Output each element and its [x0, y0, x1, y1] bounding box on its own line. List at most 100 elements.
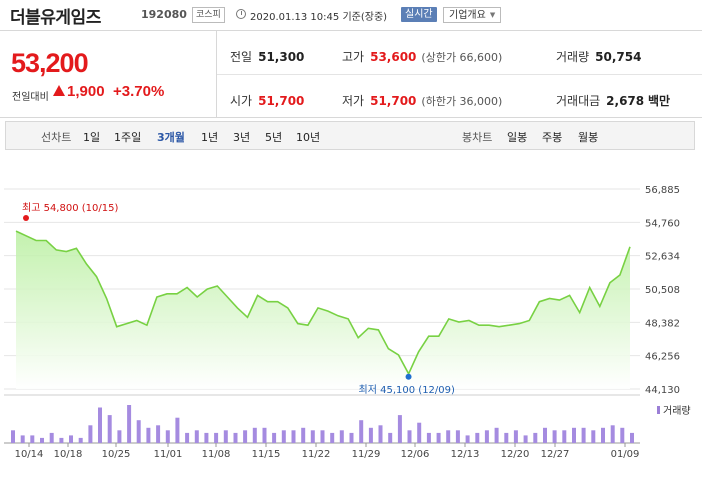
volume-bar: [78, 437, 83, 443]
volume-bar: [407, 430, 412, 443]
x-tick-label: 12/27: [541, 449, 570, 460]
volume-bar: [310, 430, 315, 443]
x-tick-label: 01/09: [611, 449, 640, 460]
volume-bar: [320, 430, 325, 443]
volume-bar: [533, 432, 538, 443]
volume-bar: [88, 425, 93, 443]
chevron-down-icon: ▼: [489, 11, 496, 19]
volume-bar: [504, 432, 509, 443]
price-summary: 53,200 전일대비 1,900 +3.70% 전일 51,300 고가 53,6…: [0, 31, 702, 118]
line-chart-label: 선차트: [41, 131, 72, 144]
volume-bar: [204, 432, 209, 443]
volume-bar: [194, 430, 199, 443]
candle-monthly[interactable]: 월봉: [578, 131, 599, 144]
divider: [216, 31, 217, 117]
volume-bar: [233, 432, 238, 443]
volume-bar: [581, 427, 586, 443]
volume-bar: [339, 430, 344, 443]
x-tick-label: 12/20: [501, 449, 530, 460]
stock-header: 더블유게임즈 192080 코스피 2020.01.13 10:45 기준(장중…: [0, 0, 702, 31]
volume-bar: [262, 427, 267, 443]
volume-bar: [523, 435, 528, 443]
current-price: 53,200: [11, 48, 89, 78]
volume-bar: [484, 430, 489, 443]
volume-bar: [572, 427, 576, 443]
x-tick-label: 12/13: [451, 449, 480, 460]
volume: 거래량 50,754: [556, 50, 642, 64]
min-marker: [405, 373, 412, 380]
volume-bar: [214, 432, 219, 443]
stock-name: 더블유게임즈: [10, 8, 101, 28]
candle-daily[interactable]: 일봉: [507, 131, 528, 144]
volume-bar: [301, 427, 306, 443]
volume-bar: [49, 432, 54, 443]
y-tick-label: 56,885: [645, 185, 680, 196]
volume-bar: [601, 427, 605, 443]
volume-bar: [136, 420, 141, 443]
price-change: 1,900: [53, 83, 105, 100]
period-3y[interactable]: 3년: [233, 131, 251, 144]
volume-bar: [562, 430, 567, 443]
volume-bar: [610, 425, 615, 443]
company-overview-dropdown[interactable]: 기업개요 ▼: [443, 7, 502, 23]
up-arrow-icon: [53, 85, 65, 96]
period-3m[interactable]: 3개월: [157, 131, 185, 144]
divider: [217, 74, 702, 75]
volume-bar: [272, 432, 277, 443]
price-change-percent: +3.70%: [113, 83, 165, 100]
volume-bar: [117, 430, 122, 443]
volume-bar: [107, 415, 112, 443]
volume-bars: [11, 405, 634, 443]
volume-bar: [426, 432, 431, 443]
price-line: [15, 230, 631, 376]
period-1d[interactable]: 1일: [83, 131, 101, 144]
volume-bar: [436, 432, 441, 443]
volume-bar: [243, 430, 248, 443]
open-price: 시가 51,700: [230, 94, 305, 108]
volume-bar: [368, 427, 373, 443]
volume-bar: [291, 430, 296, 443]
volume-bar: [11, 430, 15, 443]
change-label: 전일대비: [12, 92, 49, 103]
volume-bar: [349, 432, 354, 443]
volume-bar: [543, 427, 547, 443]
timestamp: 2020.01.13 10:45 기준(장중): [250, 12, 388, 23]
y-tick-label: 46,256: [645, 352, 680, 363]
volume-bar: [281, 430, 286, 443]
volume-bar: [378, 425, 383, 443]
y-tick-label: 44,130: [645, 385, 680, 396]
trade-amount: 거래대금 2,678 백만: [556, 94, 671, 108]
volume-bar: [252, 427, 257, 443]
y-axis-labels: 56,885 54,760 52,634 50,508 48,382 46,256 44,1…: [645, 185, 680, 396]
period-10y[interactable]: 10년: [296, 131, 321, 144]
candle-chart-label: 봉차트: [462, 131, 493, 144]
min-label: 최저 45,100 (12/09): [359, 384, 455, 396]
period-5y[interactable]: 5년: [265, 131, 283, 144]
volume-bar: [20, 435, 25, 443]
volume-bar: [465, 435, 470, 443]
y-tick-label: 52,634: [645, 252, 680, 263]
volume-bar: [127, 405, 132, 443]
x-tick-label: 11/08: [202, 449, 231, 460]
period-1y[interactable]: 1년: [201, 131, 219, 144]
volume-bar: [475, 432, 480, 443]
volume-bar: [175, 417, 180, 443]
realtime-button[interactable]: 실시간: [401, 7, 437, 22]
volume-bar: [446, 430, 451, 443]
volume-bar: [388, 432, 393, 443]
volume-bar: [59, 437, 64, 443]
volume-bar: [98, 407, 102, 443]
volume-bar: [69, 435, 73, 443]
volume-bar: [513, 430, 518, 443]
volume-bar: [146, 427, 151, 443]
candle-weekly[interactable]: 주봉: [542, 131, 563, 144]
volume-bar: [165, 430, 170, 443]
volume-bar: [620, 427, 625, 443]
x-tick-label: 11/01: [154, 449, 183, 460]
prev-close: 전일 51,300: [230, 50, 305, 64]
volume-bar: [223, 430, 228, 443]
y-tick-label: 50,508: [645, 285, 680, 296]
volume-bar: [359, 420, 364, 443]
period-1w[interactable]: 1주일: [114, 131, 142, 144]
clock-icon: [236, 9, 246, 19]
